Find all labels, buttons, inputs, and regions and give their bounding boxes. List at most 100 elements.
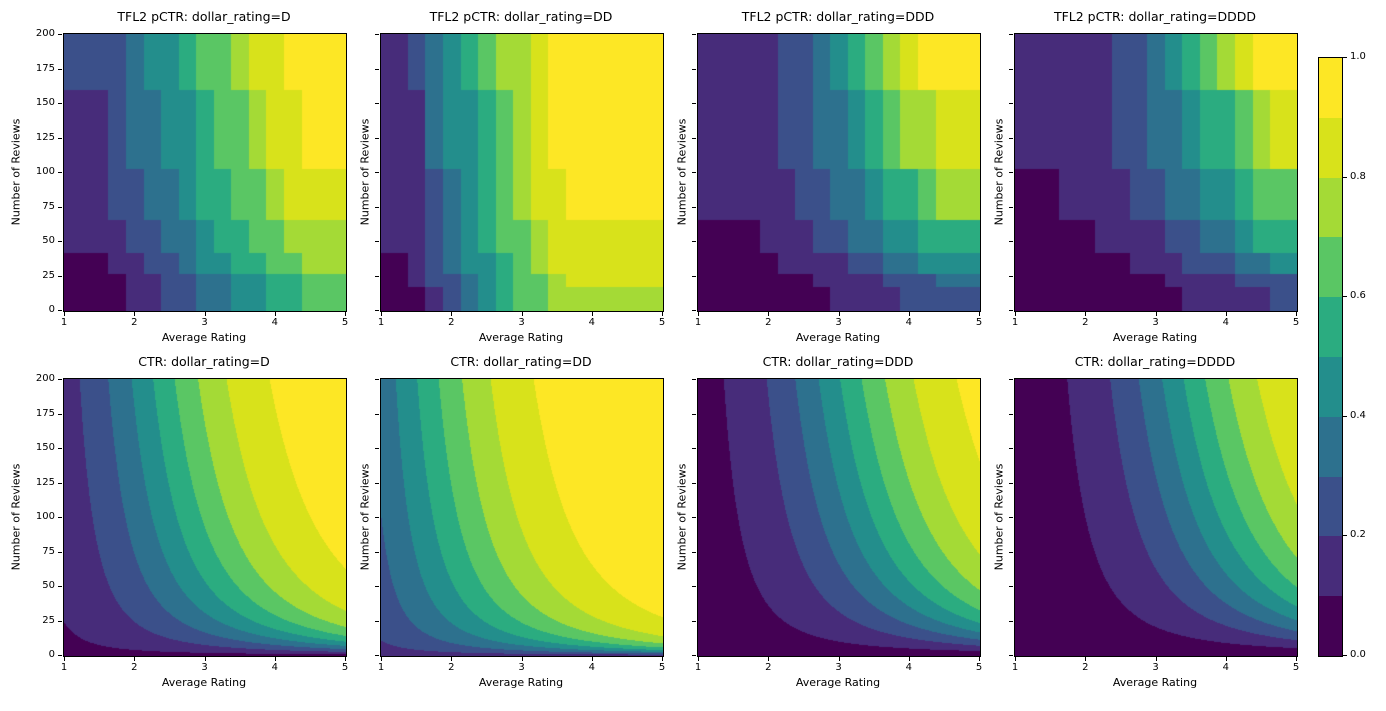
- x-tick-mark: [451, 657, 453, 661]
- y-axis-label: Number of Reviews: [9, 118, 23, 225]
- colorbar-band-4: [1319, 356, 1342, 417]
- colorbar-tick-label: 0.6: [1350, 290, 1366, 302]
- x-tick-mark: [204, 657, 206, 661]
- y-tick-mark: [1009, 620, 1013, 622]
- y-tick-mark: [692, 172, 696, 173]
- contour-canvas-tfl2-pctr-d: [63, 33, 347, 312]
- x-tick-label: 4: [905, 662, 912, 673]
- x-axis-label: Average Rating: [795, 331, 881, 344]
- x-tick-label: 1: [60, 317, 68, 328]
- y-tick-mark: [375, 482, 379, 484]
- y-tick-mark: [1009, 34, 1013, 35]
- colorbar-tick-mark: [1343, 655, 1347, 656]
- x-tick-mark: [64, 657, 65, 661]
- x-tick-label: 4: [1222, 662, 1229, 673]
- x-tick-mark: [521, 657, 523, 661]
- contour-canvas-tfl2-pctr-ddd: [697, 33, 981, 312]
- x-tick-mark: [768, 312, 770, 316]
- y-tick-mark: [375, 586, 379, 587]
- y-tick-mark: [375, 241, 379, 242]
- x-tick-label: 3: [1152, 662, 1159, 673]
- y-tick-mark: [375, 137, 379, 139]
- colorbar-tick-mark: [1343, 57, 1347, 58]
- x-tick-label: 4: [588, 317, 595, 328]
- x-tick-label: 5: [1292, 662, 1300, 673]
- y-tick-mark: [58, 103, 62, 104]
- y-axis-label: Number of Reviews: [675, 463, 689, 570]
- x-tick-label: 1: [377, 317, 385, 328]
- y-axis-label: Number of Reviews: [992, 118, 1006, 225]
- y-tick-mark: [375, 310, 379, 311]
- y-tick-label: 0: [48, 649, 55, 660]
- x-tick-label: 4: [588, 662, 595, 673]
- contour-canvas-ctr-d: [63, 378, 347, 657]
- x-tick-label: 2: [1082, 317, 1089, 328]
- y-tick-mark: [58, 413, 62, 415]
- x-tick-label: 2: [765, 317, 772, 328]
- colorbar-gradient: [1318, 57, 1343, 657]
- x-tick-label: 5: [658, 317, 666, 328]
- y-tick-mark: [375, 103, 379, 104]
- x-tick-label: 2: [131, 662, 138, 673]
- colorbar-tick-mark: [1343, 176, 1347, 178]
- y-tick-mark: [692, 34, 696, 35]
- x-tick-label: 2: [448, 317, 455, 328]
- y-tick-mark: [1009, 551, 1013, 553]
- contour-canvas-ctr-ddd: [697, 378, 981, 657]
- y-tick-mark: [375, 620, 379, 622]
- y-axis-label: Number of Reviews: [9, 463, 23, 570]
- y-tick-mark: [375, 551, 379, 553]
- y-tick-mark: [1009, 241, 1013, 242]
- x-axis-label: Average Rating: [478, 331, 564, 344]
- y-axis-label: Number of Reviews: [675, 118, 689, 225]
- y-tick-label: 125: [35, 131, 55, 143]
- y-tick-mark: [375, 206, 379, 208]
- y-tick-label: 175: [35, 407, 55, 419]
- y-tick-mark: [692, 206, 696, 208]
- y-tick-mark: [58, 620, 62, 622]
- y-tick-mark: [58, 172, 62, 173]
- y-tick-mark: [375, 448, 379, 449]
- y-tick-label: 150: [35, 442, 55, 453]
- x-tick-mark: [64, 312, 65, 316]
- y-tick-mark: [58, 68, 62, 70]
- x-tick-label: 1: [60, 662, 68, 673]
- x-tick-mark: [521, 312, 523, 316]
- colorbar-tick-label: 0.0: [1350, 649, 1366, 660]
- x-tick-mark: [204, 312, 206, 316]
- x-tick-label: 4: [271, 317, 278, 328]
- x-tick-label: 2: [131, 317, 138, 328]
- y-tick-mark: [58, 206, 62, 208]
- y-tick-mark: [375, 275, 379, 277]
- x-tick-mark: [1155, 312, 1157, 316]
- y-tick-mark: [375, 34, 379, 35]
- y-tick-label: 200: [35, 373, 55, 384]
- x-tick-label: 5: [975, 662, 983, 673]
- colorbar-tick-label: 0.8: [1350, 170, 1366, 182]
- colorbar-tick-mark: [1343, 415, 1347, 417]
- x-tick-label: 2: [765, 662, 772, 673]
- y-tick-label: 50: [42, 580, 55, 591]
- x-tick-label: 3: [835, 317, 842, 328]
- colorbar-band-6: [1319, 237, 1342, 298]
- x-tick-mark: [451, 312, 453, 316]
- y-tick-mark: [692, 275, 696, 277]
- y-tick-mark: [58, 448, 62, 449]
- colorbar-band-9: [1319, 58, 1342, 118]
- x-tick-mark: [591, 657, 593, 661]
- y-tick-mark: [1009, 172, 1013, 173]
- x-tick-label: 4: [905, 317, 912, 328]
- subplot-title: CTR: dollar_rating=D: [138, 354, 270, 369]
- colorbar-band-0: [1319, 596, 1342, 656]
- y-tick-label: 125: [35, 476, 55, 488]
- x-axis-label: Average Rating: [161, 331, 247, 344]
- x-tick-label: 2: [448, 662, 455, 673]
- y-tick-mark: [375, 655, 379, 656]
- x-tick-mark: [979, 312, 980, 316]
- y-tick-mark: [375, 379, 379, 380]
- y-tick-mark: [375, 68, 379, 70]
- x-axis-label: Average Rating: [1112, 331, 1198, 344]
- x-tick-mark: [908, 657, 910, 661]
- y-tick-mark: [1009, 448, 1013, 449]
